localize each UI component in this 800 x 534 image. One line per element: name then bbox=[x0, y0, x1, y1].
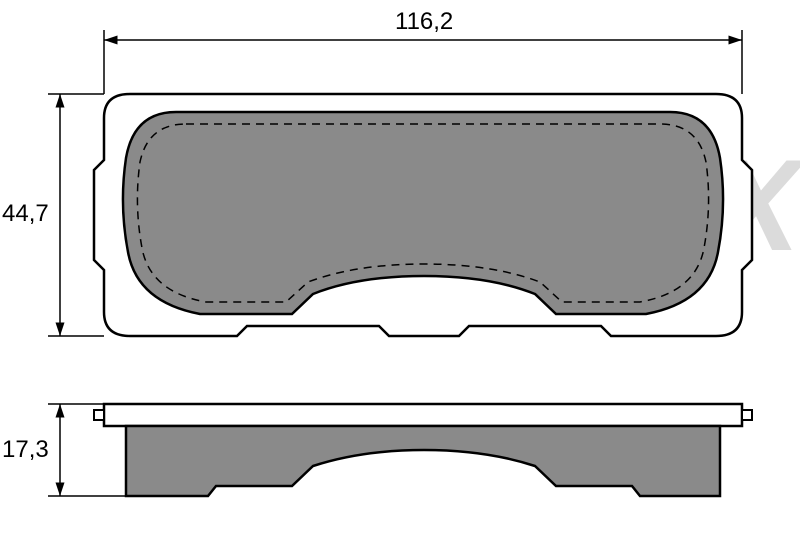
brake-pad-top-view bbox=[94, 94, 752, 336]
width-value: 116,2 bbox=[395, 8, 453, 36]
technical-drawing: TOMEX brakes bbox=[0, 0, 800, 534]
thickness-value: 17,3 bbox=[2, 436, 49, 464]
brake-pad-side-view bbox=[94, 404, 752, 496]
dimension-width bbox=[104, 30, 742, 94]
height-value: 44,7 bbox=[2, 200, 49, 228]
